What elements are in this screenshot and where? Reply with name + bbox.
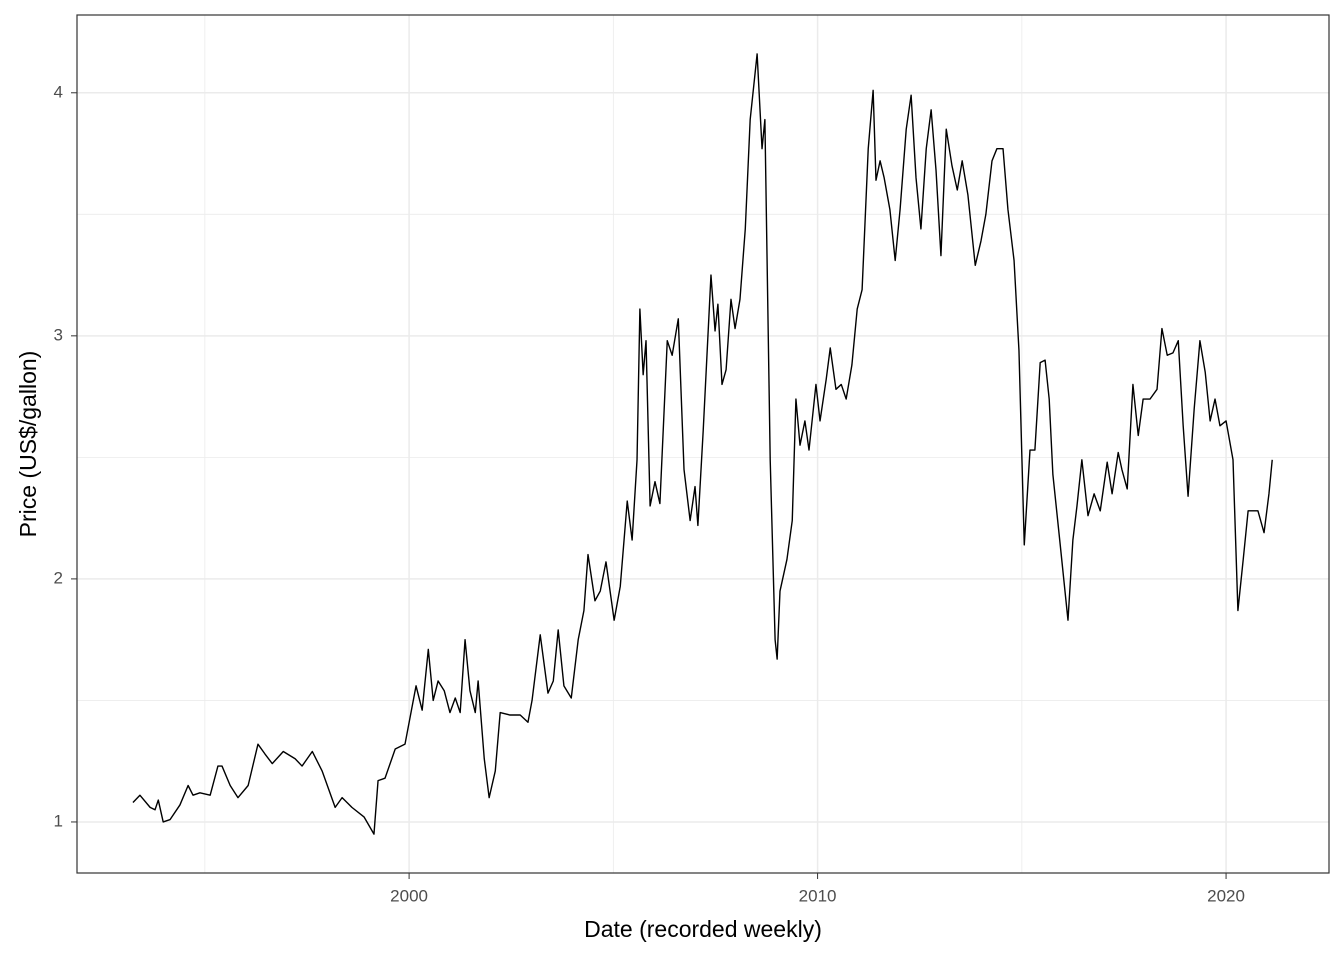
y-tick-label: 1 — [54, 811, 63, 830]
y-axis-title: Price (US$/gallon) — [15, 351, 41, 538]
y-tick-label: 2 — [54, 568, 63, 587]
x-tick-label: 2000 — [390, 886, 428, 905]
y-tick-label: 3 — [54, 325, 63, 344]
x-tick-label: 2020 — [1207, 886, 1245, 905]
y-tick-label: 4 — [54, 82, 63, 101]
x-axis-title: Date (recorded weekly) — [584, 916, 822, 942]
x-tick-label: 2010 — [799, 886, 837, 905]
panel-border — [76, 14, 1330, 874]
grid — [77, 15, 1329, 873]
price-line — [132, 53, 1273, 835]
